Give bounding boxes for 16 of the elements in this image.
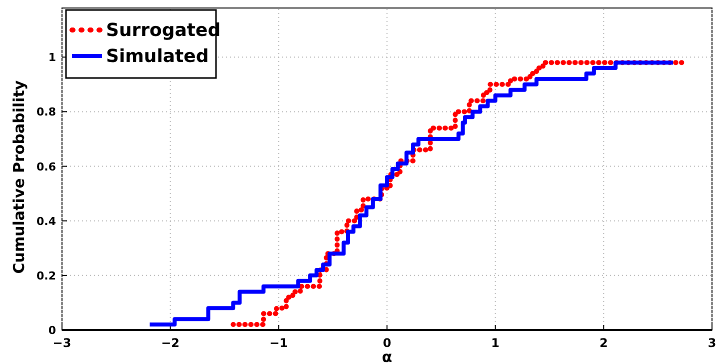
y-tick-label: 0.2 <box>36 269 56 282</box>
y-axis-title: Cumulative Probability <box>10 80 28 274</box>
legend-label: Simulated <box>106 46 209 67</box>
x-axis-title: α <box>382 348 392 364</box>
y-tick-label: 0.4 <box>36 214 56 228</box>
x-tick-label: 3 <box>708 336 716 350</box>
x-tick-label: 0 <box>382 336 392 350</box>
x-tick-label: 1 <box>491 336 500 350</box>
y-tick-label: 0.8 <box>36 106 56 119</box>
y-tick-label: 1 <box>48 51 56 64</box>
y-tick-label: 0 <box>48 324 56 337</box>
x-tick-label: −2 <box>161 336 180 350</box>
y-tick-label: 0.6 <box>36 160 56 174</box>
x-tick-label: −3 <box>52 336 72 350</box>
x-tick-label: −1 <box>269 336 288 350</box>
x-tick-label: 2 <box>599 336 608 350</box>
